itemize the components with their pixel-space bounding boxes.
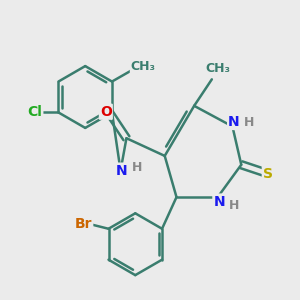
Text: Cl: Cl xyxy=(28,106,42,119)
Text: N: N xyxy=(213,194,225,208)
Text: H: H xyxy=(132,161,142,174)
Text: N: N xyxy=(228,115,240,129)
Text: S: S xyxy=(263,167,273,181)
Text: CH₃: CH₃ xyxy=(205,62,230,75)
Text: O: O xyxy=(100,105,112,119)
Text: Br: Br xyxy=(75,217,92,231)
Text: H: H xyxy=(229,200,239,212)
Text: H: H xyxy=(244,116,254,128)
Text: CH₃: CH₃ xyxy=(130,60,155,73)
Text: N: N xyxy=(116,164,128,178)
